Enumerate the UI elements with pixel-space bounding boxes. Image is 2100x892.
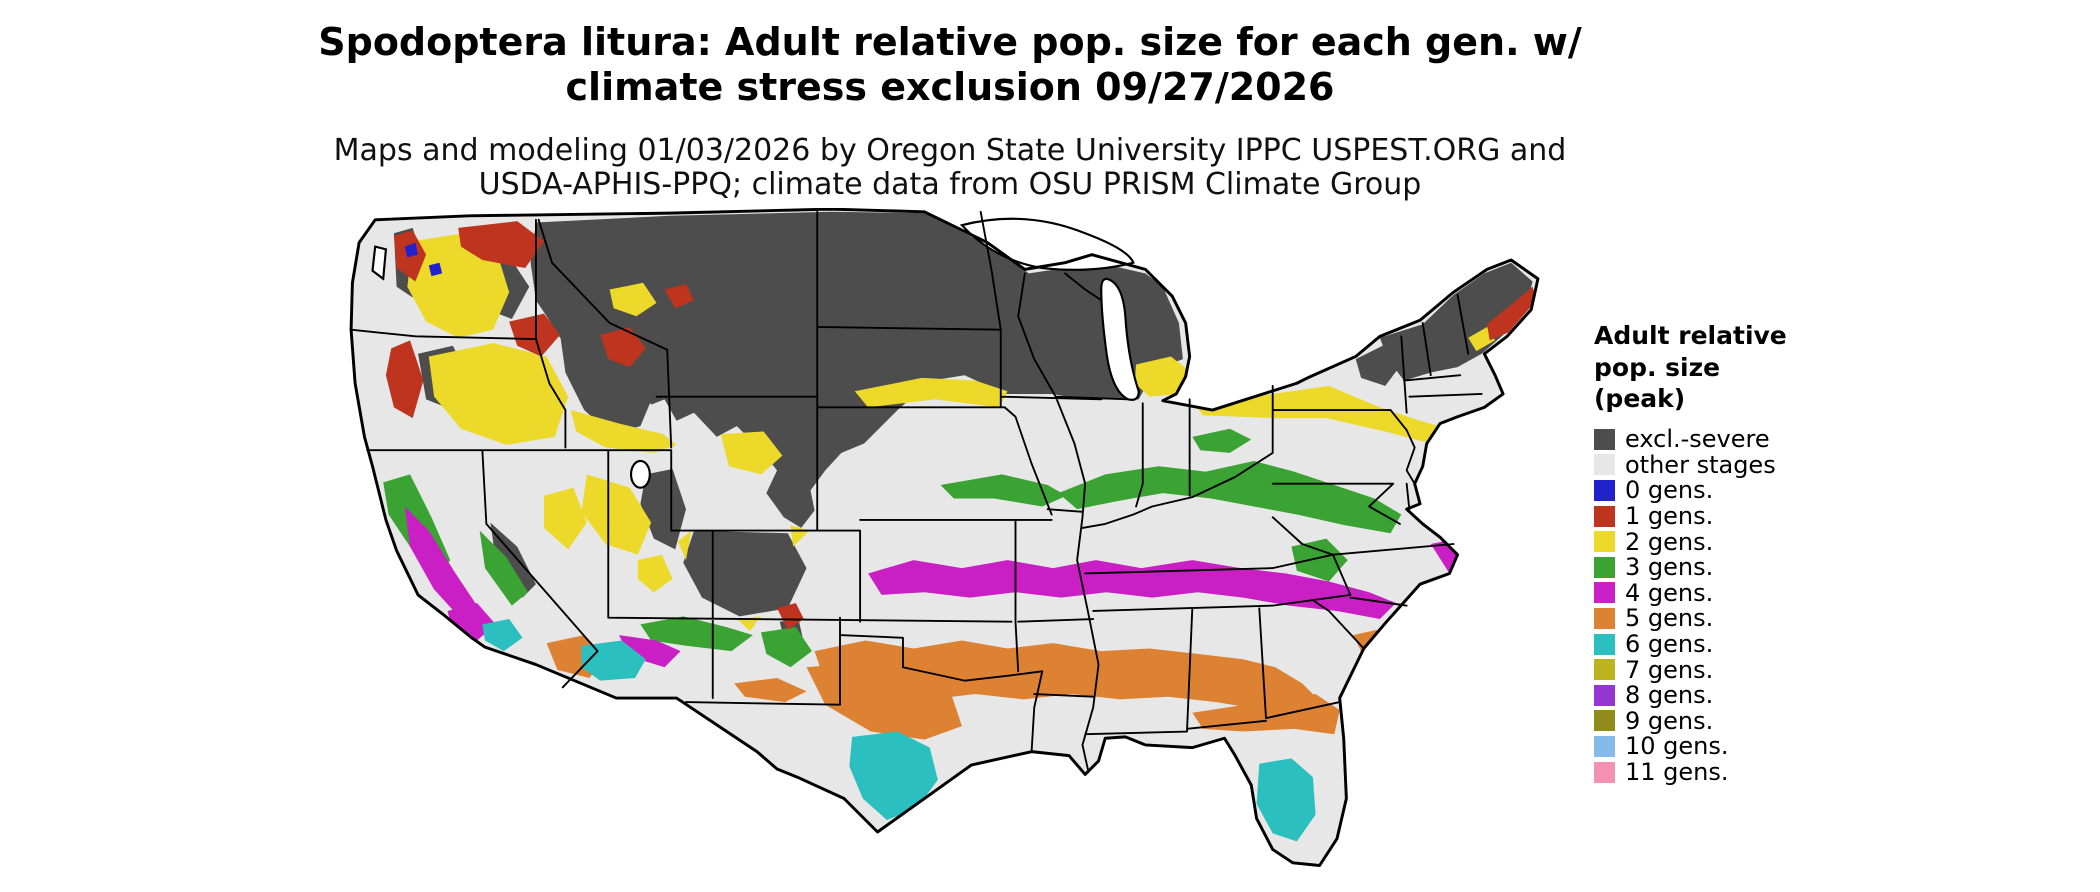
legend-label-other: other stages	[1625, 450, 1776, 479]
legend-item-g2: 2 gens.	[1594, 527, 2094, 556]
legend-swatch-other	[1594, 454, 1615, 476]
legend-label-g4: 4 gens.	[1625, 578, 1714, 607]
legend-item-other: other stages	[1594, 450, 2094, 479]
legend-label-g6: 6 gens.	[1625, 630, 1714, 659]
region-1-gens	[385, 221, 1537, 630]
legend-label-g5: 5 gens.	[1625, 604, 1714, 633]
legend-item-g11: 11 gens.	[1594, 758, 2094, 787]
legend-item-g3: 3 gens.	[1594, 553, 2094, 582]
legend-label-g0: 0 gens.	[1625, 476, 1714, 505]
legend-label-g1: 1 gens.	[1625, 502, 1714, 531]
puget-sound	[371, 245, 388, 281]
conus-map	[335, 208, 1554, 880]
legend-swatch-g11	[1594, 761, 1615, 783]
legend-label-g8: 8 gens.	[1625, 681, 1714, 710]
legend-swatch-excl	[1594, 428, 1615, 450]
legend-label-g10: 10 gens.	[1625, 732, 1729, 761]
legend-label-g11: 11 gens.	[1625, 758, 1729, 787]
legend-swatch-g1	[1594, 505, 1615, 527]
legend-label-g9: 9 gens.	[1625, 706, 1714, 735]
title-line-2: climate stress exclusion 09/27/2026	[565, 64, 1335, 109]
figure-header: Spodoptera litura: Adult relative pop. s…	[300, 20, 1600, 203]
title-line-1: Spodoptera litura: Adult relative pop. s…	[318, 20, 1582, 64]
legend-item-g0: 0 gens.	[1594, 476, 2094, 505]
region-5-gens	[546, 629, 1388, 740]
region-4-gens	[404, 506, 1469, 668]
legend-swatch-g8	[1594, 684, 1615, 706]
figure-title: Spodoptera litura: Adult relative pop. s…	[300, 20, 1600, 110]
great-salt-lake	[629, 459, 651, 489]
figure-subtitle: Maps and modeling 01/03/2026 by Oregon S…	[300, 132, 1600, 203]
legend-swatch-g7	[1594, 659, 1615, 681]
legend-item-excl: excl.-severe	[1594, 425, 2094, 454]
legend-swatch-g2	[1594, 531, 1615, 553]
legend-item-g10: 10 gens.	[1594, 732, 2094, 761]
legend-title-line-2: pop. size	[1594, 352, 1721, 382]
great-lakes	[371, 217, 1140, 489]
state-borders	[350, 210, 1483, 770]
subtitle-line-2: USDA-APHIS-PPQ; climate data from OSU PR…	[478, 167, 1422, 203]
legend-item-g7: 7 gens.	[1594, 655, 2094, 684]
legend-item-g8: 8 gens.	[1594, 681, 2094, 710]
legend-swatch-g9	[1594, 710, 1615, 732]
legend-swatch-g0	[1594, 479, 1615, 501]
legend-swatch-g5	[1594, 607, 1615, 629]
legend-label-excl: excl.-severe	[1625, 425, 1770, 454]
legend-label-g2: 2 gens.	[1625, 527, 1714, 556]
legend-swatch-g4	[1594, 582, 1615, 604]
conus-map-svg	[349, 208, 1540, 867]
legend-item-g4: 4 gens.	[1594, 578, 2094, 607]
legend-item-g6: 6 gens.	[1594, 630, 2094, 659]
legend: Adult relative pop. size (peak) excl.-se…	[1594, 320, 2094, 787]
legend-title: Adult relative pop. size (peak)	[1594, 320, 2094, 415]
legend-item-g5: 5 gens.	[1594, 604, 2094, 633]
legend-title-line-3: (peak)	[1594, 384, 1686, 413]
legend-item-g1: 1 gens.	[1594, 502, 2094, 531]
legend-label-g7: 7 gens.	[1625, 655, 1714, 684]
legend-swatch-g10	[1594, 735, 1615, 757]
legend-item-g9: 9 gens.	[1594, 706, 2094, 735]
legend-swatch-g3	[1594, 556, 1615, 578]
subtitle-line-1: Maps and modeling 01/03/2026 by Oregon S…	[333, 132, 1567, 168]
legend-items: excl.-severe other stages 0 gens. 1 gens. 2 …	[1594, 425, 2094, 787]
legend-swatch-g6	[1594, 633, 1615, 655]
legend-title-line-1: Adult relative	[1594, 321, 1787, 350]
region-0-gens	[404, 242, 443, 277]
legend-label-g3: 3 gens.	[1625, 553, 1714, 582]
region-2-gens	[407, 233, 1496, 632]
